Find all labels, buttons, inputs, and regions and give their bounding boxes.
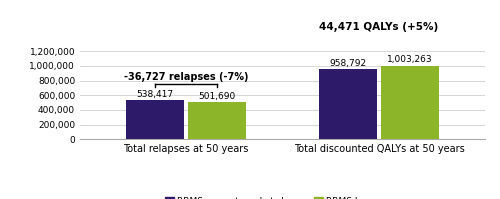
Text: 1,003,263: 1,003,263	[387, 56, 432, 64]
Bar	[319, 69, 377, 139]
Text: -36,727 relapses (-7%): -36,727 relapses (-7%)	[124, 72, 248, 82]
Legend: RRMS current market shares, RRMS base case: RRMS current market shares, RRMS base ca…	[161, 193, 404, 199]
Text: 538,417: 538,417	[136, 90, 174, 99]
Bar	[126, 100, 184, 139]
Text: 501,690: 501,690	[198, 92, 235, 101]
Text: 44,471 QALYs (+5%): 44,471 QALYs (+5%)	[320, 22, 438, 32]
Bar	[188, 102, 246, 139]
Bar	[381, 66, 438, 139]
Text: 958,792: 958,792	[330, 59, 366, 68]
